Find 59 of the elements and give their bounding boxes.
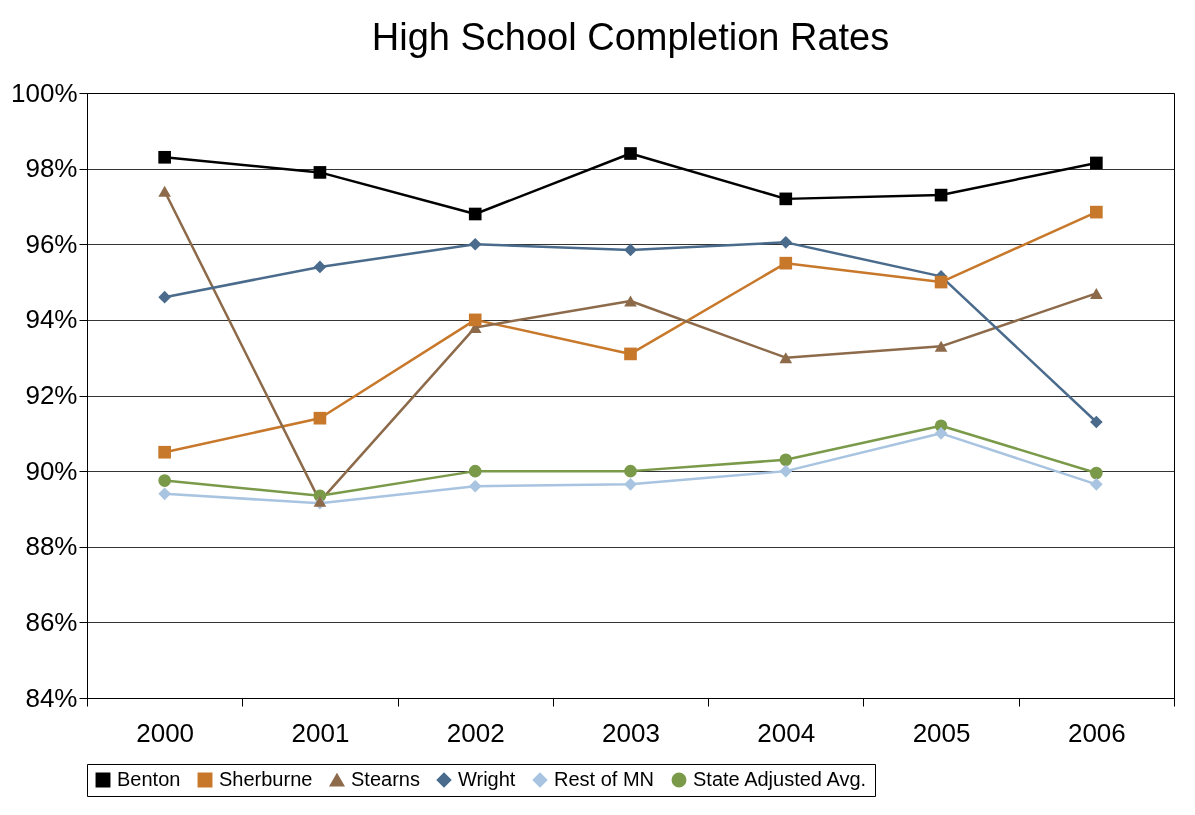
y-tick-label: 100% [11,77,78,108]
chart-title: High School Completion Rates [371,16,890,58]
point [158,290,171,304]
point [934,188,948,202]
point [1090,205,1103,219]
legend-label: State Adjusted Avg. [693,768,867,790]
point [313,166,327,179]
point [624,243,637,257]
point [779,464,793,478]
point [624,295,637,307]
y-tick-label: 90% [25,455,78,486]
x-tick-label: 2004 [757,717,816,748]
legend-label: Benton [117,768,181,790]
x-tick-label: 2005 [912,717,971,748]
point [158,487,171,501]
point [779,453,793,467]
y-tick-label: 84% [25,682,78,713]
point [779,352,793,364]
y-tick-label: 94% [25,304,78,335]
point [1090,466,1103,480]
y-tick-label: 88% [25,531,78,562]
point [934,275,948,289]
x-tick-label: 2003 [602,717,660,748]
point [779,192,793,206]
point [624,464,637,478]
point [624,478,637,491]
y-tick-label: 92% [25,380,78,410]
point [158,150,171,164]
point [624,147,637,160]
y-tick-label: 98% [25,153,78,184]
x-tick-label: 2000 [136,717,195,748]
point [779,256,793,270]
legend-label: Sherburne [219,768,313,790]
x-tick-label: 2006 [1067,717,1126,748]
point [779,236,793,249]
legend-label: Stearns [351,768,420,790]
point [468,313,482,327]
point [313,260,327,274]
point [934,426,948,440]
point [468,237,482,251]
point [468,479,482,493]
point [1090,156,1103,170]
y-tick-label: 86% [25,606,78,637]
x-tick-label: 2002 [446,717,505,748]
point [158,474,171,487]
y-tick-label: 96% [25,228,78,259]
x-tick-label: 2001 [291,717,350,748]
legend-label: Wright [458,768,516,790]
point [624,347,637,361]
point [468,207,482,221]
point [158,185,171,197]
legend-label: Rest of MN [554,768,655,790]
point [934,340,948,352]
point [158,445,171,459]
point [1090,287,1103,299]
point [313,411,327,425]
point [468,464,482,478]
point [1090,415,1103,429]
point [1090,478,1103,491]
